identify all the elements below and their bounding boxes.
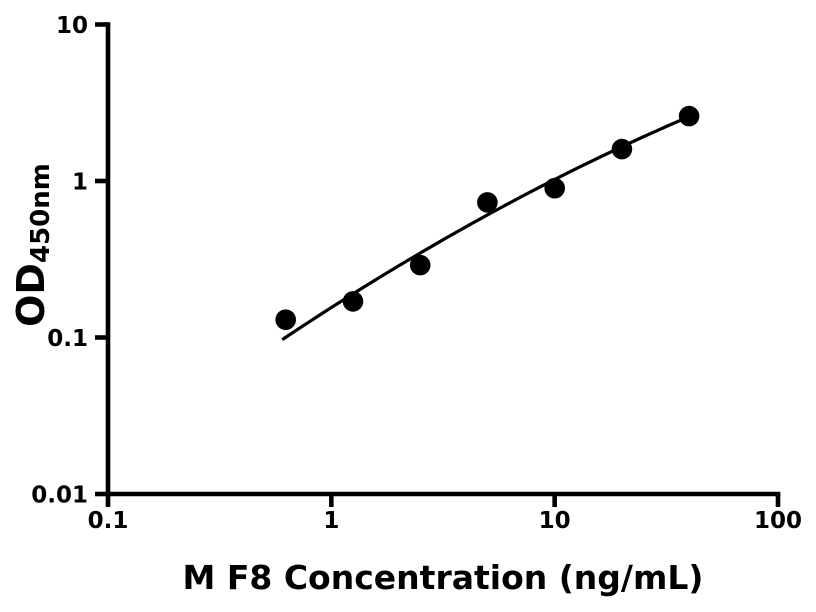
data-point (544, 177, 565, 199)
data-point (611, 138, 633, 160)
y-tick-label: 0.1 (47, 326, 88, 352)
x-tick-label: 10 (539, 508, 571, 534)
x-tick-label: 1 (323, 508, 339, 534)
y-tick-label: 0.01 (31, 483, 88, 509)
x-tick-label: 0.1 (88, 508, 129, 534)
data-point (409, 254, 431, 276)
x-tick-label: 100 (754, 508, 802, 534)
y-axis-title-main: OD (9, 263, 53, 327)
data-point (477, 192, 498, 213)
data-point (342, 291, 364, 312)
x-axis-title: M F8 Concentration (ng/mL) (182, 558, 704, 597)
y-axis-title-sub: 450nm (26, 163, 56, 264)
y-tick-label: 10 (56, 13, 88, 39)
y-axis-title: OD450nm (9, 163, 56, 327)
data-point (678, 105, 700, 127)
y-tick-label: 1 (72, 170, 88, 196)
data-point (275, 309, 297, 331)
